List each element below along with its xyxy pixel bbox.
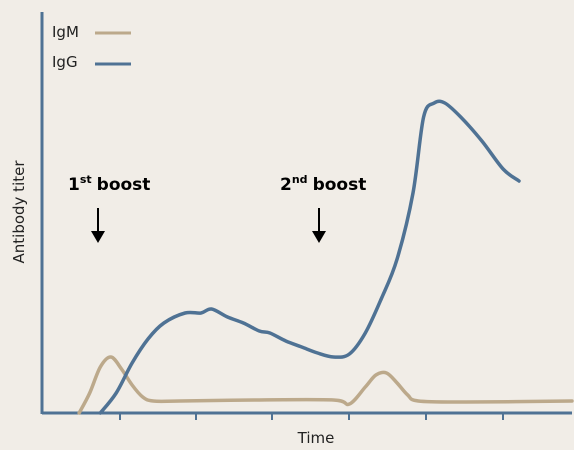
annotation-second-boost: 2nd boost: [280, 173, 366, 243]
annotation-first-boost-label: 1st boost: [68, 173, 150, 195]
y-axis-label: Antibody titer: [10, 160, 28, 264]
annotation-first-boost: 1st boost: [68, 173, 150, 243]
x-axis-label: Time: [297, 429, 335, 447]
legend-label-igm: IgM: [52, 23, 79, 41]
down-arrow-icon-head: [312, 231, 326, 243]
series-line-igg: [98, 99, 521, 415]
series-line-igm: [77, 355, 574, 415]
annotation-second-boost-label: 2nd boost: [280, 173, 366, 195]
down-arrow-icon-head: [91, 231, 105, 243]
legend: IgM IgG: [52, 23, 131, 71]
x-axis-ticks: [119, 413, 504, 420]
legend-label-igg: IgG: [52, 53, 78, 71]
